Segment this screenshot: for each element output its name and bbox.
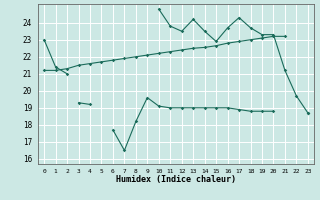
X-axis label: Humidex (Indice chaleur): Humidex (Indice chaleur): [116, 175, 236, 184]
